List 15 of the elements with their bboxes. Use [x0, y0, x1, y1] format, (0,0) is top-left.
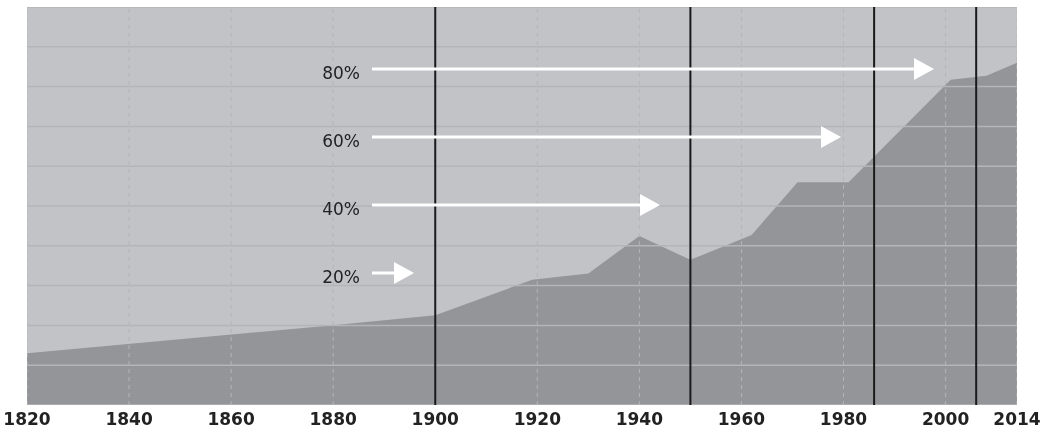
annotation: 80% [322, 63, 360, 83]
x-tick-label: 1840 [105, 409, 153, 430]
annotation: 60% [322, 131, 360, 151]
x-tick-label: 1900 [411, 409, 460, 430]
annotation: 40% [322, 199, 360, 219]
x-tick-label: 1920 [513, 409, 562, 430]
annotation: 20% [322, 267, 360, 287]
x-tick-label: 1940 [615, 409, 664, 430]
x-tick-label: 1960 [717, 409, 766, 430]
x-tick-label: 2000 [921, 409, 970, 430]
x-tick-label: 2014 [993, 409, 1041, 430]
x-tick-label: 1880 [309, 409, 358, 430]
x-tick-label: 1820 [3, 409, 51, 430]
x-tick-label: 1980 [819, 409, 868, 430]
x-tick-label: 1860 [207, 409, 255, 430]
